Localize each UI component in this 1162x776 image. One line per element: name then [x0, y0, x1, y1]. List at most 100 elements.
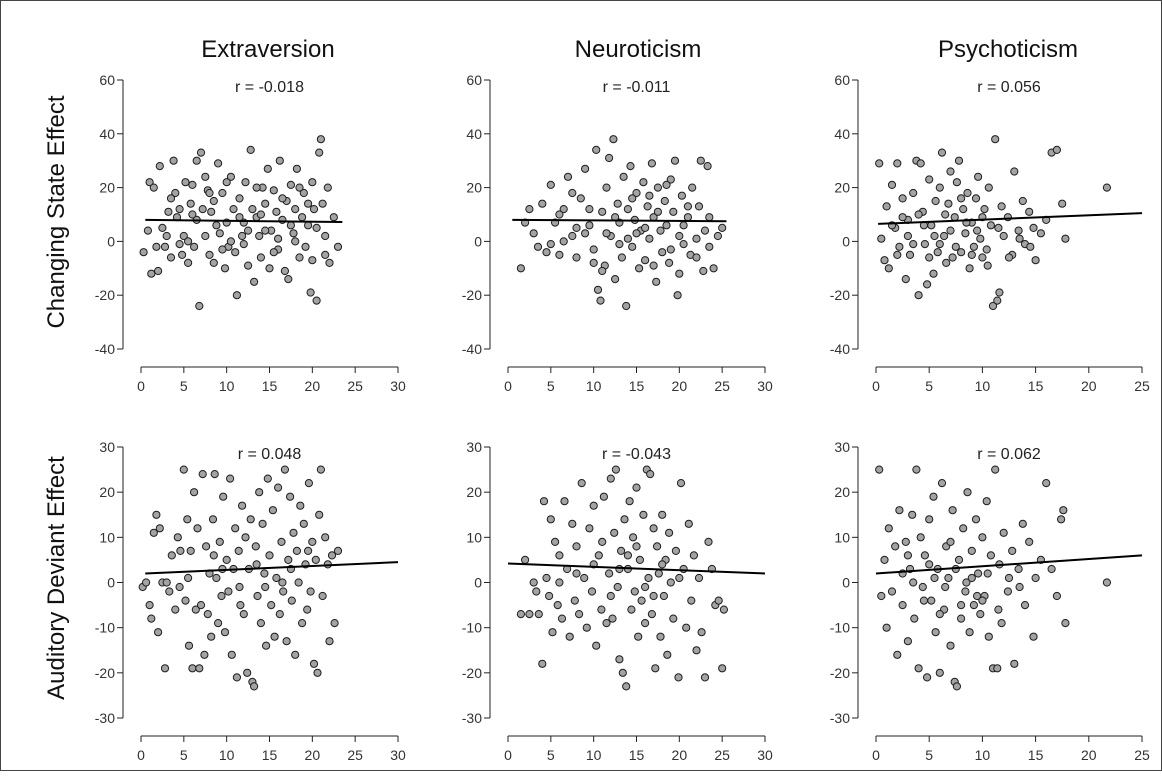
scatter-point [898, 194, 907, 203]
scatter-point [585, 221, 594, 230]
scatter-point [1102, 183, 1112, 192]
y-tick-label: 10 [466, 529, 482, 545]
scatter-point [201, 231, 210, 241]
scatter-point [309, 659, 319, 668]
scatter-point [914, 291, 923, 300]
scatter-point [207, 632, 216, 641]
x-tick-label: 5 [925, 747, 933, 763]
scatter-point [539, 497, 549, 506]
scatter-point [594, 551, 603, 560]
scatter-point [179, 465, 188, 474]
scatter-point [602, 183, 611, 192]
scatter-point [925, 175, 934, 184]
scatter-point [618, 668, 627, 677]
scatter-point [954, 156, 964, 165]
scatter-point [529, 578, 538, 587]
scatter-point [147, 614, 156, 623]
scatter-point [623, 551, 633, 560]
scatter-point [175, 240, 184, 249]
scatter-point [617, 546, 626, 556]
scatter-point [909, 240, 918, 249]
y-tick-label: -40 [95, 341, 115, 357]
scatter-point [620, 515, 629, 524]
scatter-point [923, 280, 932, 289]
scatter-point [699, 266, 708, 276]
x-tick-label: 20 [1081, 378, 1097, 394]
scatter-point [142, 578, 151, 587]
scatter-point [229, 205, 238, 214]
scatter-point [654, 569, 663, 578]
scatter-point [1042, 479, 1051, 488]
scatter-point [546, 180, 555, 189]
scatter-point [295, 253, 304, 262]
scatter-point [301, 242, 310, 251]
scatter-point [625, 497, 634, 506]
scatter-point [653, 207, 663, 216]
scatter-point [222, 178, 231, 187]
scatter-point [248, 205, 257, 214]
scatter-point [877, 591, 886, 601]
scatter-point [186, 199, 195, 208]
x-tick-label: 10 [586, 378, 602, 394]
scatter-point [692, 253, 701, 262]
scatter-point [235, 213, 244, 222]
scatter-point [299, 188, 308, 198]
scatter-point [679, 240, 688, 249]
y-tick-label: 20 [466, 180, 482, 196]
scatter-point [1008, 546, 1017, 556]
scatter-point [244, 261, 253, 270]
scatter-point [918, 582, 927, 592]
y-tick-label: 10 [834, 529, 850, 545]
scatter-point [298, 213, 307, 222]
scatter-point [575, 610, 584, 619]
scatter-point [660, 196, 669, 206]
scatter-point [596, 296, 605, 305]
scatter-point [152, 242, 161, 251]
scatter-point [1025, 537, 1034, 547]
scatter-point [598, 266, 607, 276]
scatter-point [171, 188, 180, 198]
regression-line [512, 218, 727, 223]
scatter-point [269, 248, 278, 257]
scatter-point [262, 641, 271, 650]
scatter-point [976, 234, 985, 243]
scatter-point [241, 178, 250, 187]
scatter-point [214, 619, 223, 628]
scatter-point [192, 156, 201, 165]
scatter-point [280, 465, 289, 474]
scatter-point [167, 551, 176, 560]
scatter-point [162, 578, 171, 587]
scatter-point [330, 619, 339, 628]
scatter-point [270, 632, 279, 641]
scatter-point [246, 145, 255, 154]
scatter-point [997, 202, 1006, 211]
scatter-point [696, 156, 705, 165]
x-tick-label: 25 [347, 747, 363, 763]
scatter-point [675, 231, 684, 241]
scatter-point [333, 546, 343, 556]
scatter-point [641, 223, 650, 232]
scatter-point [647, 159, 657, 168]
scatter-point [635, 555, 645, 565]
scatter-point [983, 569, 992, 578]
scatter-point [962, 578, 971, 587]
scatter-point [565, 632, 574, 641]
scatter-point [597, 605, 606, 614]
scatter-point [613, 582, 622, 592]
scatter-point [256, 253, 265, 262]
scatter-point [980, 205, 989, 214]
y-tick-label: -30 [830, 710, 850, 726]
scatter-point [875, 465, 884, 474]
scatter-point [533, 242, 543, 251]
scatter-point [205, 188, 214, 198]
scatter-point [673, 291, 682, 300]
scatter-point [542, 248, 551, 257]
scatter-point [202, 542, 211, 551]
scatter-point [948, 506, 957, 515]
scatter-point [287, 596, 296, 605]
scatter-point [991, 135, 1000, 144]
y-tick-label: 40 [466, 126, 482, 142]
scatter-point [670, 156, 680, 165]
scatter-point [308, 178, 317, 187]
scatter-point [683, 213, 693, 222]
